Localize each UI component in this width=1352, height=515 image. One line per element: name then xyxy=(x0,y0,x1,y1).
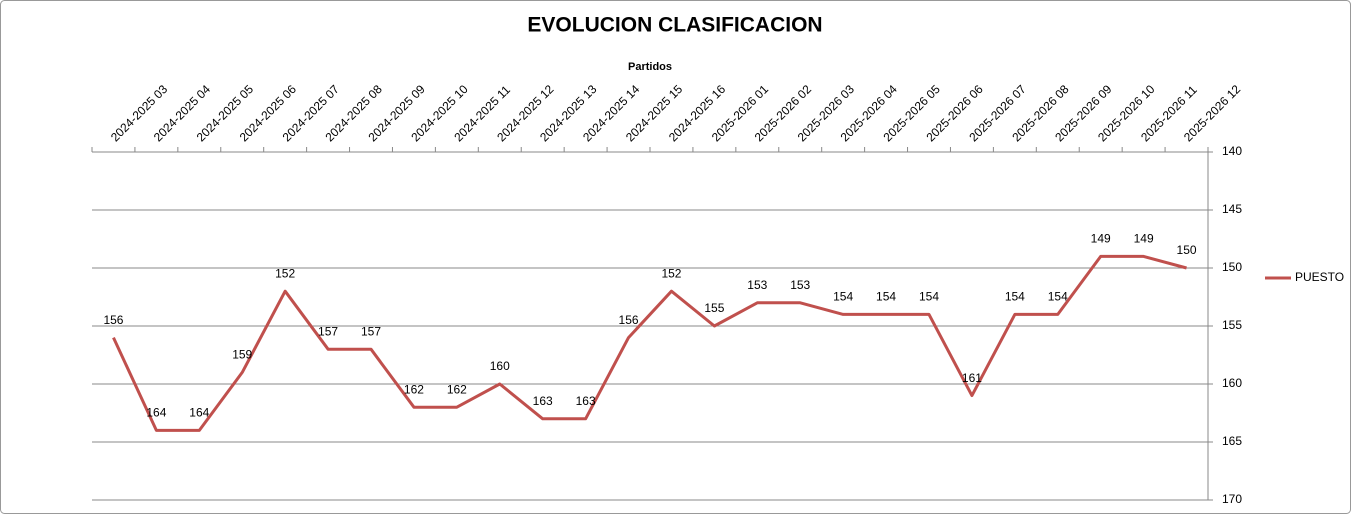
data-label: 154 xyxy=(833,290,853,304)
data-label: 154 xyxy=(876,290,896,304)
y-tick-label: 145 xyxy=(1222,202,1242,216)
data-label: 152 xyxy=(275,266,295,280)
data-label: 164 xyxy=(146,406,166,420)
y-tick-label: 150 xyxy=(1222,260,1242,274)
data-label: 162 xyxy=(404,382,424,396)
data-label: 153 xyxy=(747,278,767,292)
y-tick-label: 160 xyxy=(1222,376,1242,390)
data-label: 152 xyxy=(661,266,681,280)
data-label: 154 xyxy=(1048,290,1068,304)
data-label: 162 xyxy=(447,382,467,396)
data-label: 149 xyxy=(1091,232,1111,246)
data-label: 157 xyxy=(361,324,381,338)
data-label: 157 xyxy=(318,324,338,338)
y-tick-label: 155 xyxy=(1222,318,1242,332)
y-tick-label: 140 xyxy=(1222,144,1242,158)
x-axis-title: Partidos xyxy=(628,61,672,73)
data-label: 150 xyxy=(1177,243,1197,257)
data-label: 155 xyxy=(704,301,724,315)
chart-title: EVOLUCION CLASIFICACION xyxy=(527,14,822,37)
line xyxy=(112,254,1187,432)
data-label: 153 xyxy=(790,278,810,292)
data-label: 154 xyxy=(919,290,939,304)
data-label: 161 xyxy=(962,371,982,385)
data-label: 149 xyxy=(1134,232,1154,246)
data-label: 159 xyxy=(232,348,252,362)
y-tick-label: 165 xyxy=(1222,434,1242,448)
data-label: 163 xyxy=(576,394,596,408)
data-label: 156 xyxy=(619,313,639,327)
data-label: 163 xyxy=(533,394,553,408)
data-label: 154 xyxy=(1005,290,1025,304)
data-label: 164 xyxy=(189,406,209,420)
y-tick-label: 170 xyxy=(1222,492,1242,506)
data-label: 156 xyxy=(103,313,123,327)
legend-label: PUESTO xyxy=(1295,270,1344,284)
data-label: 160 xyxy=(490,359,510,373)
